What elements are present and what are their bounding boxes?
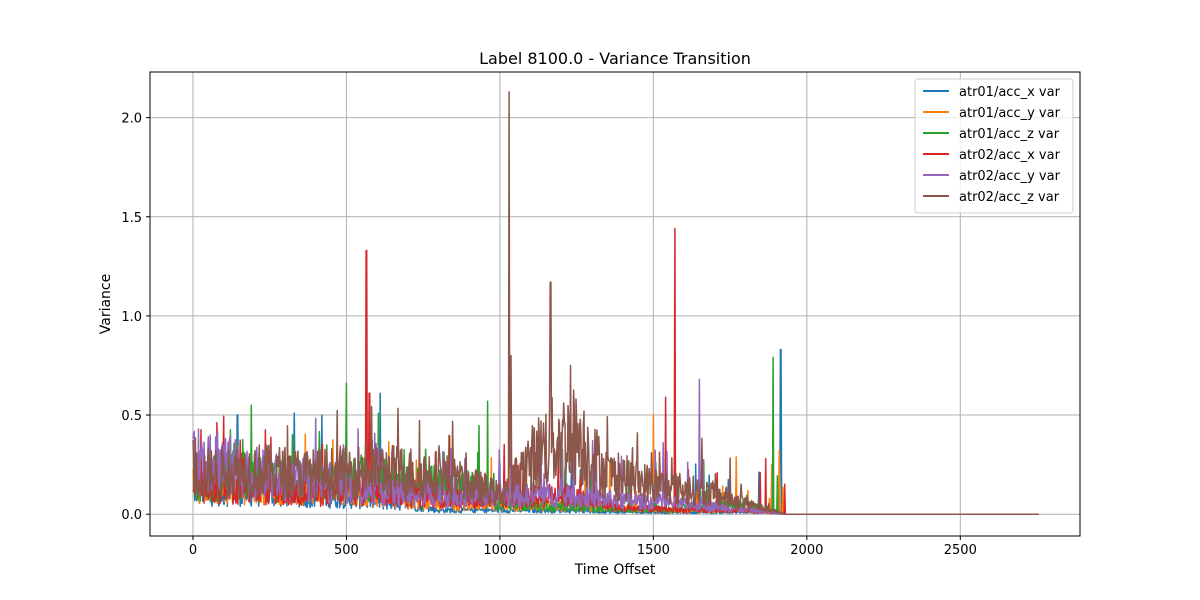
series-line-5 [192, 378, 1039, 515]
legend-box [914, 78, 1074, 214]
legend-label: atr02/acc_y var [959, 169, 1061, 184]
y-tick-label: 0.5 [121, 409, 142, 424]
x-axis-ticks: 0 500 1000 1500 2000 2500 [189, 536, 977, 558]
y-axis-ticks: 0.0 0.5 1.0 1.5 2.0 [121, 112, 150, 523]
legend-label: atr01/acc_z var [959, 127, 1060, 142]
chart-title: Label 8100.0 - Variance Transition [479, 49, 751, 68]
x-tick-label: 500 [334, 543, 359, 558]
series-lines [192, 91, 1039, 515]
y-tick-label: 0.0 [121, 508, 142, 523]
y-axis-label: Variance [98, 274, 114, 334]
y-tick-label: 1.0 [121, 310, 142, 325]
plot-frame [149, 71, 1081, 537]
x-tick-label: 2000 [790, 543, 823, 558]
x-axis-label: Time Offset [574, 562, 656, 578]
legend-label: atr01/acc_y var [959, 106, 1061, 121]
legend: atr01/acc_x var atr01/acc_y var atr01/acc_… [914, 78, 1074, 214]
x-tick-label: 2500 [944, 543, 977, 558]
legend-label: atr01/acc_x var [959, 85, 1061, 100]
y-tick-label: 2.0 [121, 112, 142, 127]
x-tick-label: 1000 [483, 543, 516, 558]
y-tick-label: 1.5 [121, 211, 142, 226]
x-tick-label: 0 [189, 543, 197, 558]
legend-label: atr02/acc_z var [959, 190, 1060, 205]
legend-label: atr02/acc_x var [959, 148, 1061, 163]
x-tick-label: 1500 [637, 543, 670, 558]
series-line-6 [192, 91, 1039, 515]
